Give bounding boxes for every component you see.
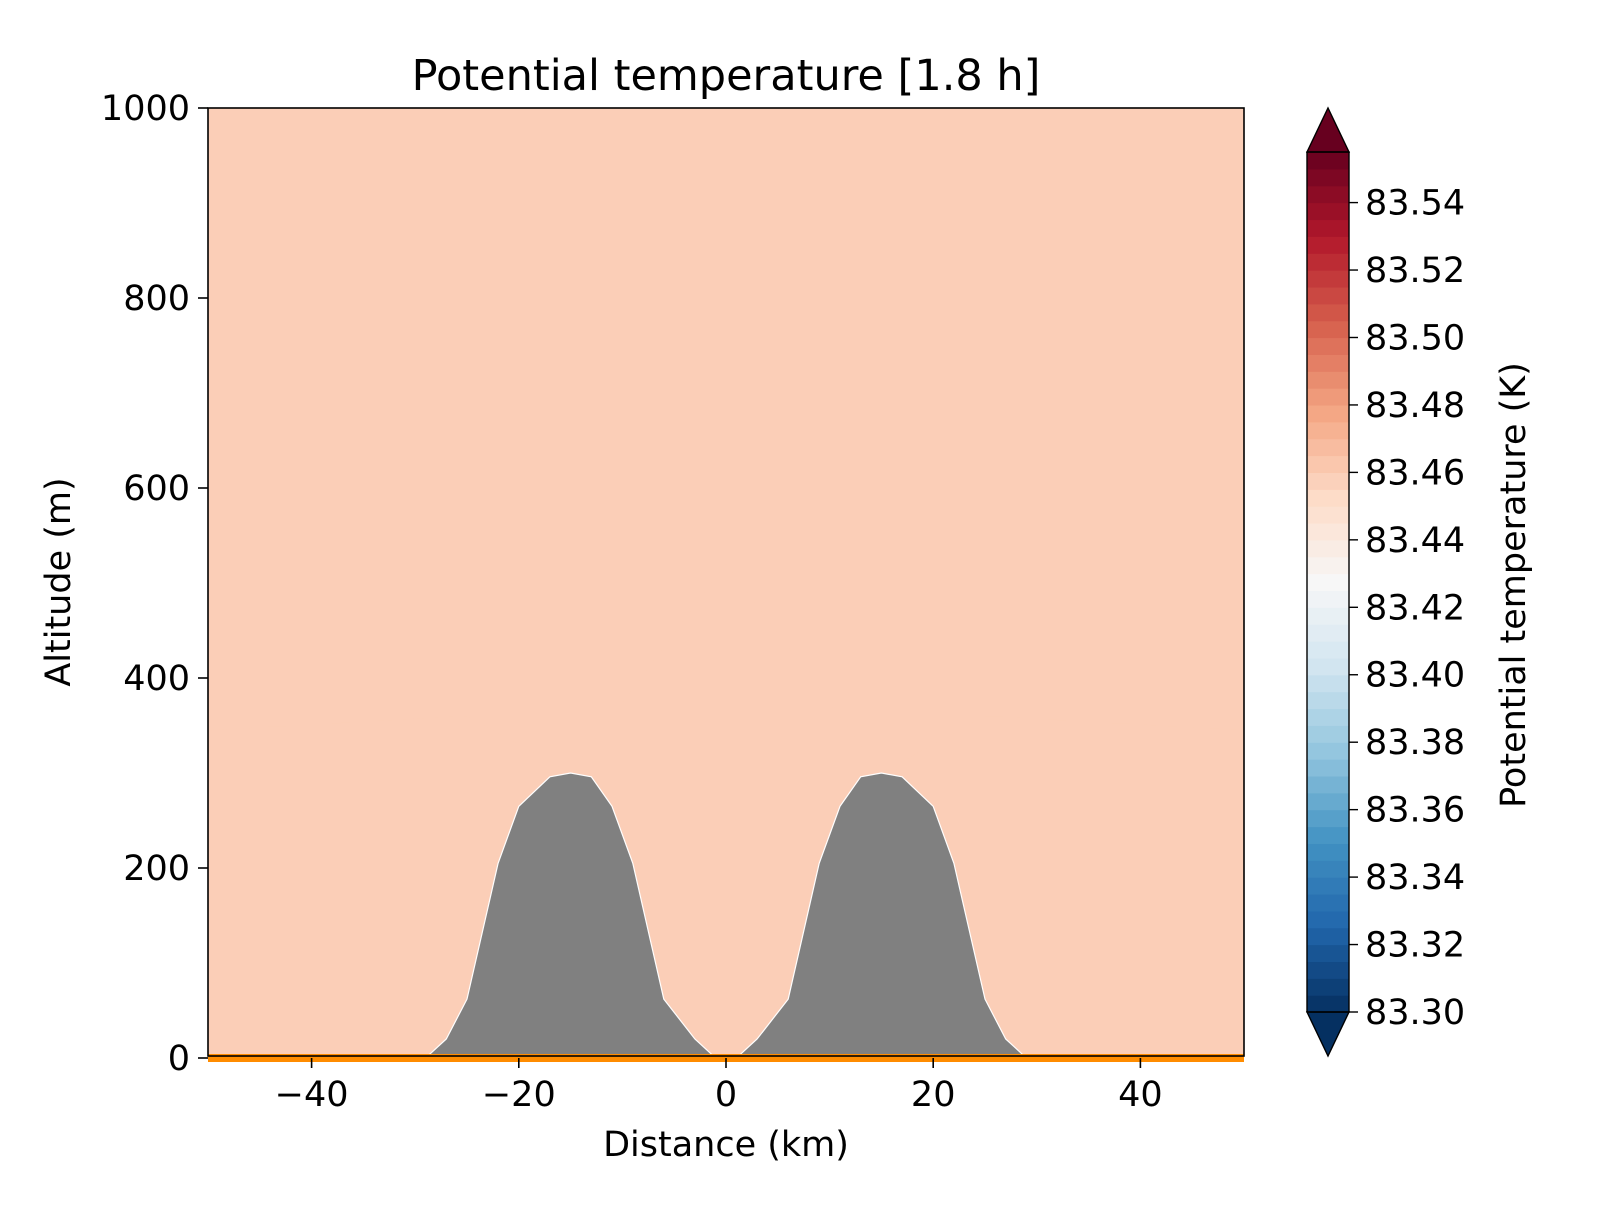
colorbar-segment xyxy=(1307,641,1349,659)
colorbar-tick-label: 83.36 xyxy=(1365,791,1465,831)
colorbar-segment xyxy=(1307,337,1349,355)
colorbar-segment xyxy=(1307,607,1349,625)
colorbar-segment xyxy=(1307,893,1349,912)
colorbar-extend-max xyxy=(1305,106,1351,153)
colorbar-segment xyxy=(1307,185,1349,204)
temperature-field xyxy=(208,108,1244,1056)
y-tick-label: 400 xyxy=(123,659,190,699)
colorbar-segment xyxy=(1307,877,1349,895)
colorbar-segment xyxy=(1307,995,1349,1013)
colorbar-segment xyxy=(1307,404,1349,423)
colorbar-segment xyxy=(1307,438,1349,457)
colorbar-segment xyxy=(1307,421,1349,440)
colorbar-segment xyxy=(1307,270,1349,288)
colorbar-segment xyxy=(1307,657,1349,676)
colorbar-segment xyxy=(1307,691,1349,710)
x-tick-label: −20 xyxy=(482,1075,556,1115)
colorbar-tick-label: 83.48 xyxy=(1365,386,1465,426)
colorbar-segment xyxy=(1307,826,1349,844)
colorbar-segment xyxy=(1307,455,1349,473)
colorbar-segment xyxy=(1307,202,1349,221)
colorbar-tick-label: 83.40 xyxy=(1365,656,1465,696)
y-axis: 0 200 400 600 800 1000 xyxy=(101,89,208,1079)
y-tick-label: 0 xyxy=(168,1039,190,1079)
x-tick-label: 40 xyxy=(1118,1075,1163,1115)
colorbar-segment xyxy=(1307,843,1349,861)
colorbar-segment xyxy=(1307,927,1349,946)
colorbar-segment xyxy=(1307,320,1349,339)
colorbar-segment xyxy=(1307,742,1349,760)
colorbar-tick-label: 83.32 xyxy=(1365,926,1465,966)
colorbar-tick-label: 83.54 xyxy=(1365,184,1465,224)
x-axis-label: Distance (km) xyxy=(603,1125,849,1165)
colorbar-tick-label: 83.52 xyxy=(1365,251,1465,291)
colorbar-segment xyxy=(1307,388,1349,406)
colorbar-segment xyxy=(1307,371,1349,389)
colorbar-tick-label: 83.38 xyxy=(1365,723,1465,763)
colorbar-segment xyxy=(1307,759,1349,777)
colorbar-segment xyxy=(1307,506,1349,524)
colorbar-segment xyxy=(1307,472,1349,490)
terrain xyxy=(426,772,1026,1056)
colorbar-segment xyxy=(1307,168,1349,187)
colorbar-segment xyxy=(1307,708,1349,726)
field-band xyxy=(208,564,1244,1056)
field-band xyxy=(208,108,1244,773)
colorbar-segment xyxy=(1307,236,1349,254)
colorbar-segment xyxy=(1307,489,1349,507)
colorbar-tick-label: 83.34 xyxy=(1365,858,1465,898)
x-tick-label: 0 xyxy=(715,1075,737,1115)
colorbar-segment xyxy=(1307,910,1349,929)
colorbar-segment xyxy=(1307,303,1349,322)
colorbar-tick-label: 83.46 xyxy=(1365,453,1465,493)
colorbar-extend-min xyxy=(1305,1011,1351,1058)
colorbar-segment xyxy=(1307,152,1349,170)
colorbar-segment xyxy=(1307,573,1349,592)
colorbar-segment xyxy=(1307,860,1349,878)
colorbar-segment xyxy=(1307,944,1349,963)
colorbar-segment xyxy=(1307,522,1349,541)
y-axis-label: Altitude (m) xyxy=(39,477,79,686)
y-tick-label: 1000 xyxy=(101,89,190,129)
colorbar-tick-label: 83.42 xyxy=(1365,588,1465,628)
colorbar: 83.30 83.32 83.34 83.36 83.38 83.40 83.42 83.44… xyxy=(1305,106,1465,1058)
x-tick-label: 20 xyxy=(911,1075,956,1115)
colorbar-segment xyxy=(1307,253,1349,271)
colorbar-segment xyxy=(1307,286,1349,305)
colorbar-segment xyxy=(1307,961,1349,979)
colorbar-segment xyxy=(1307,809,1349,828)
colorbar-segment xyxy=(1307,624,1349,642)
colorbar-frame xyxy=(1306,151,1350,1013)
terrain-outline xyxy=(426,772,1026,1056)
x-tick-label: −40 xyxy=(275,1075,349,1115)
colorbar-segment xyxy=(1307,539,1349,558)
colorbar-segment xyxy=(1307,775,1349,794)
colorbar-segment xyxy=(1307,725,1349,743)
colorbar-segment xyxy=(1307,792,1349,811)
colorbar-segment xyxy=(1307,556,1349,575)
y-tick-label: 200 xyxy=(123,849,190,889)
colorbar-tick-label: 83.30 xyxy=(1365,993,1465,1033)
y-tick-label: 800 xyxy=(123,279,190,319)
colorbar-segment xyxy=(1307,354,1349,372)
colorbar-segment xyxy=(1307,674,1349,693)
colorbar-label: Potential temperature (K) xyxy=(1494,362,1534,808)
chart-title: Potential temperature [1.8 h] xyxy=(412,51,1041,101)
plot-frame xyxy=(207,107,1245,1057)
terrain-fill xyxy=(427,773,1025,1056)
colorbar-tick-label: 83.50 xyxy=(1365,318,1465,358)
y-tick-label: 600 xyxy=(123,469,190,509)
colorbar-segment xyxy=(1307,590,1349,608)
colorbar-tick-label: 83.44 xyxy=(1365,521,1465,561)
colorbar-segment xyxy=(1307,219,1349,237)
colorbar-segment xyxy=(1307,978,1349,996)
x-axis: −40 −20 0 20 40 xyxy=(275,1058,1163,1115)
